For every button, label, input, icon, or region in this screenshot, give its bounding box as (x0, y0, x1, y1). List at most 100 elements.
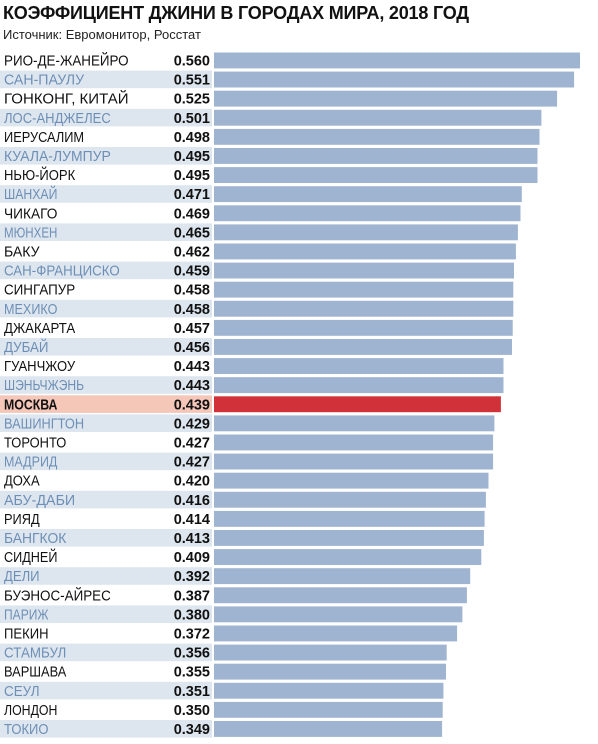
value-label: 0.458 (174, 302, 210, 318)
bar-highlight (214, 396, 501, 413)
value-label: 0.495 (174, 149, 210, 165)
bar (214, 472, 489, 489)
chart-subtitle: Источник: Евромонитор, Росстат (3, 27, 201, 42)
row-stripe (0, 643, 212, 662)
bar (214, 300, 514, 317)
row-stripe (0, 414, 212, 432)
category-label: БАНГКОК (4, 531, 67, 547)
bar (214, 128, 540, 145)
category-label: МОСКВА (4, 397, 58, 413)
row-stripe (0, 108, 212, 127)
value-label: 0.458 (174, 283, 210, 299)
row-stripe (0, 147, 212, 165)
category-label: ЧИКАГО (4, 206, 57, 222)
value-label: 0.380 (174, 607, 210, 623)
bar (214, 721, 443, 737)
bar (214, 90, 558, 107)
category-label: МЕХИКО (4, 302, 57, 318)
category-label: БАКУ (4, 245, 40, 261)
category-label: ШАНХАЙ (4, 185, 57, 203)
category-label: ВАШИНГТОН (4, 416, 84, 432)
category-label: ШЭНЬЧЖЭНЬ (4, 378, 84, 394)
category-label: КУАЛА-ЛУМПУР (4, 149, 111, 165)
bar (214, 510, 485, 527)
value-label: 0.459 (174, 264, 210, 280)
value-label: 0.560 (174, 54, 210, 70)
row-stripe (0, 376, 212, 394)
value-label: 0.372 (174, 627, 210, 643)
bar (214, 587, 467, 604)
bar (214, 148, 538, 164)
bar (214, 701, 443, 718)
category-label: ЛОС-АНДЖЕЛЕС (4, 111, 111, 127)
value-label: 0.439 (174, 397, 210, 413)
bar (214, 530, 484, 546)
bar (214, 434, 494, 451)
bar (214, 224, 518, 241)
bar (214, 186, 522, 203)
row-stripe (0, 223, 212, 241)
bar (214, 109, 542, 126)
row-stripe (0, 567, 212, 585)
category-label: АБУ-ДАБИ (4, 493, 75, 509)
category-label: СТАМБУЛ (4, 646, 66, 662)
category-label: ПЕКИН (4, 627, 49, 643)
value-label: 0.427 (174, 436, 210, 452)
value-label: 0.443 (174, 378, 210, 394)
category-label: СИДНЕЙ (4, 548, 57, 566)
row-stripe (0, 605, 212, 623)
row-stripe (0, 70, 212, 89)
bar (214, 568, 471, 585)
value-label: 0.465 (174, 225, 210, 241)
row-stripe (0, 452, 212, 471)
value-label: 0.525 (174, 92, 210, 108)
category-label: ТОРОНТО (4, 436, 66, 452)
row-stripe (0, 681, 212, 700)
category-label: ТОКИО (4, 722, 49, 738)
bar (214, 262, 514, 279)
bar (214, 167, 538, 183)
category-label: ПАРИЖ (4, 607, 49, 623)
bar (214, 415, 495, 432)
value-label: 0.355 (174, 665, 210, 681)
value-label: 0.551 (174, 73, 210, 89)
value-label: 0.356 (174, 646, 210, 662)
category-label: ЛОНДОН (4, 703, 57, 719)
category-label: САН-ПАУЛУ (4, 73, 85, 89)
value-label: 0.413 (174, 531, 210, 547)
value-label: 0.498 (174, 130, 210, 146)
bar (214, 644, 447, 661)
value-label: 0.427 (174, 455, 210, 471)
bar (214, 625, 458, 642)
value-label: 0.392 (174, 569, 210, 585)
value-label: 0.349 (174, 722, 210, 738)
category-label: ДЕЛИ (4, 569, 40, 585)
chart-title: КОЭФФИЦИЕНТ ДЖИНИ В ГОРОДАХ МИРА, 2018 Г… (3, 3, 469, 23)
value-label: 0.351 (174, 684, 210, 700)
row-stripe (0, 529, 212, 547)
bar (214, 339, 512, 355)
value-label: 0.416 (174, 493, 210, 509)
bar (214, 453, 494, 470)
value-label: 0.387 (174, 588, 210, 604)
bar (214, 663, 446, 680)
category-label: БУЭНОС-АЙРЕС (4, 586, 111, 604)
value-label: 0.414 (174, 512, 210, 528)
category-label: СИНГАПУР (4, 283, 75, 299)
category-label: ДУБАЙ (4, 338, 49, 356)
category-label: МЮНХЕН (4, 225, 57, 241)
category-label: ГОНКОНГ, КИТАЙ (4, 90, 129, 108)
row-stripe (0, 490, 212, 509)
bar (214, 243, 516, 260)
row-stripe (0, 185, 212, 203)
value-label: 0.409 (174, 550, 210, 566)
category-label: ИЕРУСАЛИМ (4, 130, 84, 146)
row-stripe (0, 299, 212, 318)
value-label: 0.456 (174, 340, 210, 356)
value-label: 0.471 (174, 187, 210, 203)
value-label: 0.495 (174, 168, 210, 184)
category-label: ВАРШАВА (4, 665, 67, 681)
value-label: 0.469 (174, 206, 210, 222)
category-label: НЬЮ-ЙОРК (4, 166, 76, 184)
